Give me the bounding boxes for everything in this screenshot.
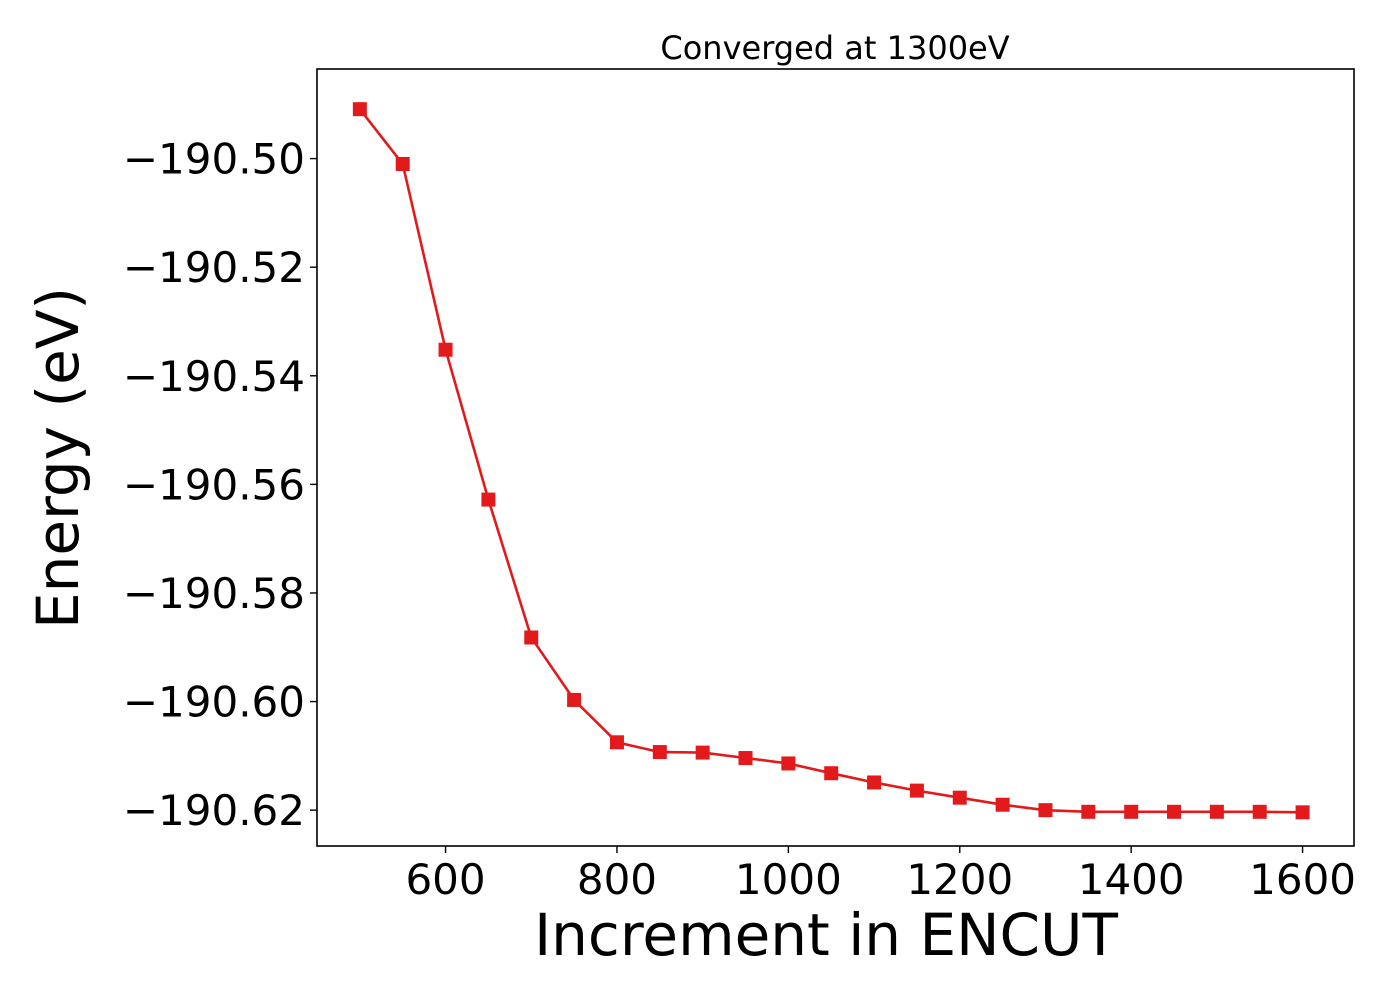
- data-point: [781, 756, 796, 771]
- x-tick-label: 1000: [735, 855, 842, 904]
- data-point: [952, 790, 967, 805]
- y-tick-label: −190.62: [123, 786, 305, 835]
- data-point: [1081, 804, 1096, 819]
- data-point: [609, 735, 624, 750]
- data-point: [1124, 804, 1139, 819]
- x-tick-label: 600: [405, 855, 485, 904]
- data-point: [1295, 805, 1310, 820]
- data-point: [438, 342, 453, 357]
- y-tick-label: −190.60: [123, 678, 305, 727]
- data-point: [1038, 803, 1053, 818]
- plot-area-frame: [316, 68, 1355, 847]
- y-tick-label: −190.58: [123, 569, 305, 618]
- series-layer: [352, 102, 1310, 820]
- data-point: [695, 745, 710, 760]
- data-point: [867, 775, 882, 790]
- x-axis-title: Increment in ENCUT: [534, 901, 1118, 969]
- y-axis: −190.50 −190.52 −190.54 −190.56 −190.58 −190.…: [123, 135, 317, 835]
- chart-title: Converged at 1300eV: [660, 29, 1009, 67]
- data-point: [395, 157, 410, 172]
- y-tick-label: −190.56: [123, 460, 305, 509]
- data-point: [1209, 804, 1224, 819]
- data-point: [995, 797, 1010, 812]
- data-point: [352, 102, 367, 117]
- y-axis-title: Energy (eV): [24, 287, 92, 629]
- x-axis: 600 800 1000 1200 1400 1600: [405, 846, 1356, 904]
- data-point: [524, 630, 539, 645]
- y-tick-label: −190.52: [123, 243, 305, 292]
- y-tick-label: −190.54: [123, 352, 305, 401]
- data-point: [909, 783, 924, 798]
- x-tick-label: 800: [577, 855, 657, 904]
- data-point: [1167, 804, 1182, 819]
- data-point: [652, 745, 667, 760]
- series-line: [358, 108, 1303, 814]
- x-tick-label: 1200: [906, 855, 1013, 904]
- data-point: [1252, 804, 1267, 819]
- x-tick-label: 1600: [1249, 855, 1356, 904]
- y-tick-label: −190.50: [123, 135, 305, 184]
- x-tick-label: 1400: [1078, 855, 1185, 904]
- data-point: [481, 492, 496, 507]
- data-point: [738, 751, 753, 766]
- data-point: [567, 692, 582, 707]
- data-point: [824, 766, 839, 781]
